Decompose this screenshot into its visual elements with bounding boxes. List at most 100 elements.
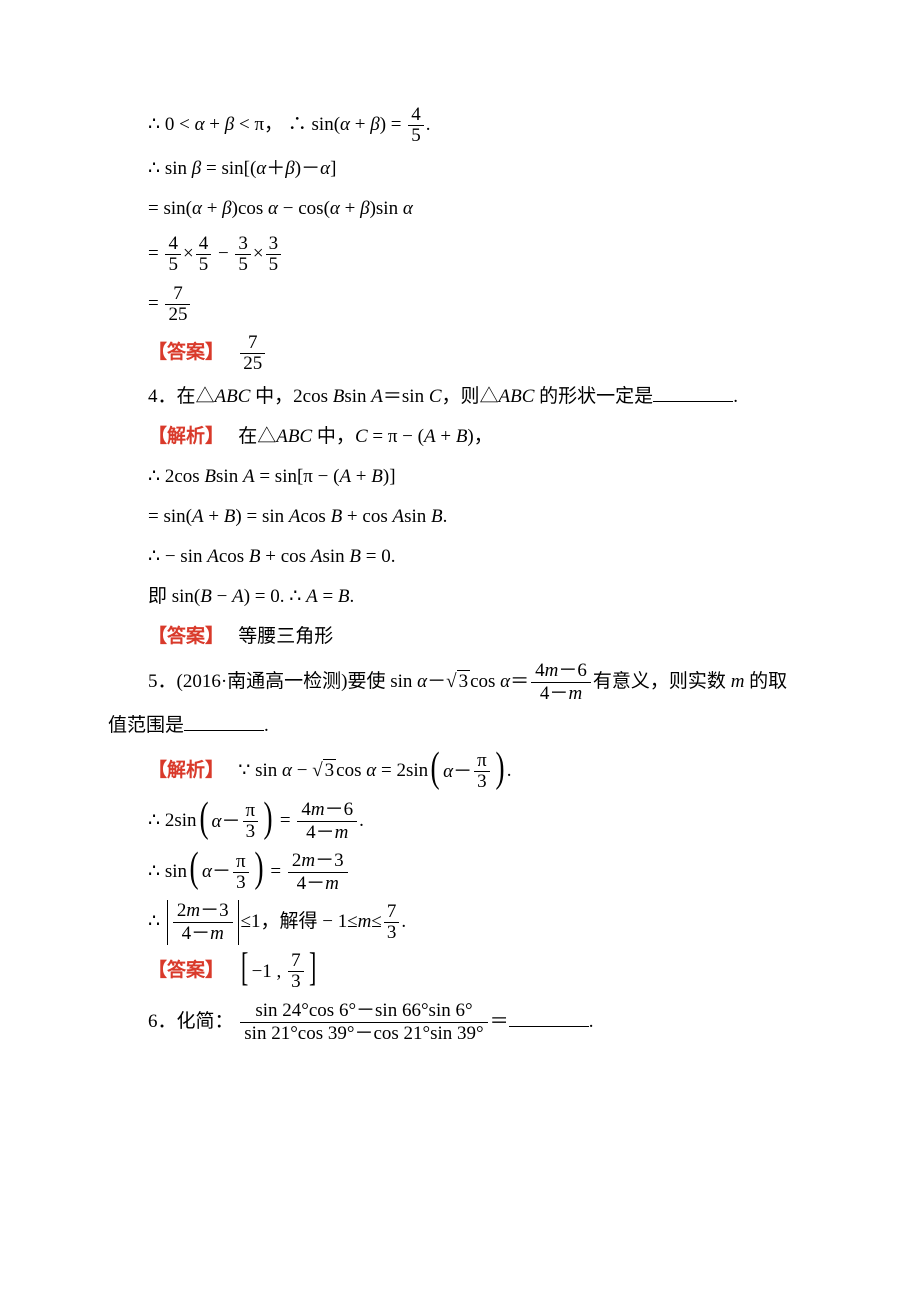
plus: + [436, 426, 456, 447]
solution-4-line-1: 【解析】 在△ABC 中，C = π − (A + B)， [70, 417, 850, 457]
var: A [339, 466, 351, 487]
text: . [443, 506, 448, 527]
text: = sin[π − ( [255, 466, 340, 487]
answer-blank [509, 1007, 589, 1027]
num: sin 24°cos 6°－sin 66°sin 6° [240, 1000, 487, 1022]
den: 4－m [173, 922, 233, 945]
text: ∵ sin [238, 760, 282, 781]
num: 4m－6 [531, 660, 591, 682]
solution-label: 【解析】 [148, 426, 224, 447]
text: = 2sin [376, 760, 428, 781]
fraction: 4m－64－m [297, 799, 357, 844]
eq-line-3: = sin(α + β)cos α − cos(α + β)sin α [70, 189, 850, 229]
text: 中， [312, 426, 355, 447]
alpha: α [320, 158, 330, 179]
left-bracket-icon: [ [241, 947, 248, 996]
alpha: α [202, 847, 212, 896]
period: . [401, 911, 406, 932]
text: sin [216, 466, 243, 487]
eq: = [275, 810, 295, 831]
question-5-line-2: 值范围是. [70, 706, 850, 746]
den: 4－m [288, 872, 348, 895]
text: = π − ( [368, 426, 424, 447]
fraction: 35 [266, 234, 282, 275]
solution-4-line-5: 即 sin(B − A) = 0. ∴ A = B. [70, 577, 850, 617]
fraction: 73 [288, 951, 304, 992]
fraction: 45 [196, 234, 212, 275]
sqrt-body: 3 [457, 670, 471, 692]
var: A [243, 466, 255, 487]
question-6: 6．化简： sin 24°cos 6°－sin 66°sin 6°sin 21°… [70, 997, 850, 1046]
var: B [249, 546, 261, 567]
num: 3 [235, 234, 251, 254]
text: . [350, 586, 355, 607]
var: A [371, 386, 383, 407]
text: cos [300, 506, 330, 527]
fraction: 2m－34－m [173, 900, 233, 945]
text: cos [219, 546, 249, 567]
text: ≤1，解得 − 1≤ [241, 911, 358, 932]
text: 有意义，则实数 [593, 671, 731, 692]
var: B [349, 546, 361, 567]
beta: β [192, 158, 201, 179]
text: ≤ [371, 911, 381, 932]
var: B [333, 386, 345, 407]
text: ] [330, 158, 336, 179]
plus: ＋ [266, 158, 285, 179]
beta: β [370, 114, 379, 135]
den: 5 [408, 125, 424, 146]
num: 7 [240, 333, 265, 353]
text: ∴ 2cos [148, 466, 204, 487]
eq-line-5: = 725 [70, 279, 850, 328]
eq: = [266, 861, 286, 882]
text: = sin[( [201, 158, 256, 179]
den: 25 [240, 353, 265, 374]
abc: ABC [276, 426, 312, 447]
den: 5 [235, 254, 251, 275]
text: ＝sin [383, 386, 429, 407]
text: − [212, 586, 232, 607]
den: 3 [474, 771, 490, 792]
period: . [589, 1011, 594, 1032]
var: C [355, 426, 368, 447]
fraction: π3 [243, 801, 259, 842]
text: + cos [261, 546, 311, 567]
var: A [311, 546, 323, 567]
var: B [371, 466, 383, 487]
num: 3 [266, 234, 282, 254]
minus: − [213, 243, 233, 264]
text: ，则△ [442, 386, 499, 407]
var: B [200, 586, 212, 607]
den: 4－m [531, 682, 591, 705]
abs-bar-icon [238, 900, 239, 945]
plus: + [340, 198, 360, 219]
eq: = [148, 243, 163, 264]
var: C [429, 386, 442, 407]
var: B [224, 506, 236, 527]
text: − cos( [278, 198, 330, 219]
abc: ABC [499, 386, 535, 407]
den: 25 [165, 304, 190, 325]
num: 4m－6 [297, 799, 357, 821]
alpha: α [330, 198, 340, 219]
fraction: 4m－64－m [531, 660, 591, 705]
interval-group: [−1 , 73] [238, 947, 319, 996]
text: )sin [370, 198, 403, 219]
num: 2m－3 [173, 900, 233, 922]
var: B [456, 426, 468, 447]
fraction: sin 24°cos 6°－sin 66°sin 6°sin 21°cos 39… [240, 1000, 487, 1045]
var: A [289, 506, 301, 527]
fraction: π3 [233, 852, 249, 893]
var: B [431, 506, 443, 527]
den: 3 [233, 872, 249, 893]
solution-label: 【解析】 [148, 760, 224, 781]
fraction: 45 [165, 234, 181, 275]
paren-group: (α－π3) [187, 847, 266, 896]
fraction: 725 [165, 284, 190, 325]
abc: ABC [215, 386, 251, 407]
text: 中，2cos [250, 386, 332, 407]
text: － [427, 671, 446, 692]
text: )cos [232, 198, 268, 219]
abs-group: 2m－34－m [165, 900, 241, 945]
var: B [338, 586, 350, 607]
